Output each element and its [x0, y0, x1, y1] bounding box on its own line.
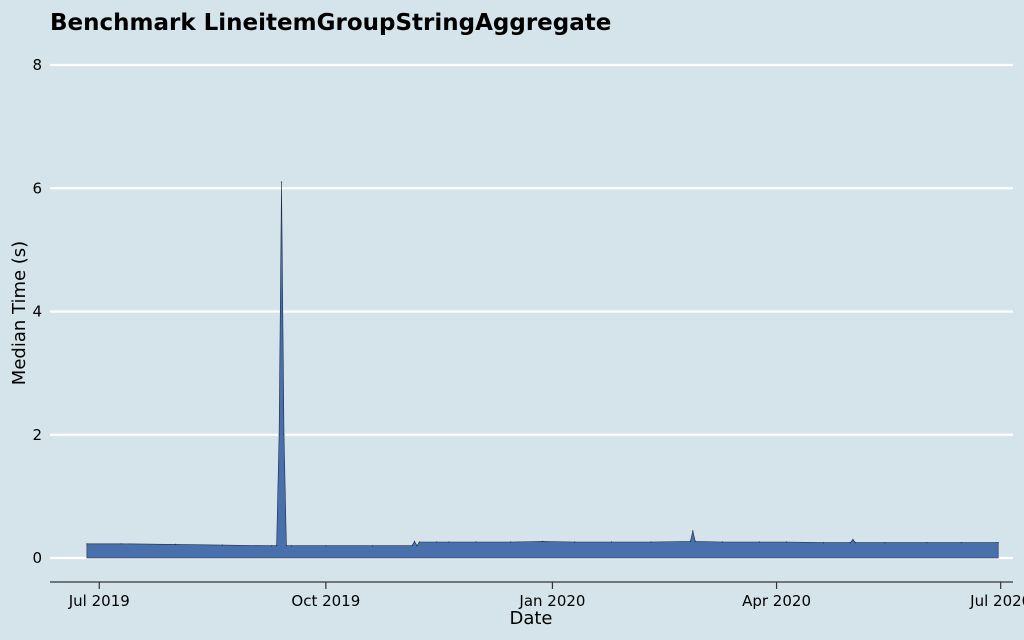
data-point: [854, 542, 857, 544]
data-point: [849, 542, 852, 544]
y-tick-label: 2: [32, 426, 42, 444]
data-point: [448, 541, 450, 543]
data-point: [290, 545, 292, 547]
y-tick-label: 6: [32, 179, 42, 197]
y-tick-label: 0: [32, 549, 42, 567]
grid-lines: [50, 63, 1013, 560]
data-point: [610, 541, 613, 543]
data-point: [285, 545, 287, 547]
plot-area: [86, 181, 999, 559]
data-point: [86, 543, 88, 545]
data-point: [574, 541, 576, 543]
data-point: [997, 542, 999, 544]
data-point: [413, 540, 416, 543]
data-point: [758, 541, 760, 543]
data-point: [692, 530, 694, 532]
data-point: [175, 543, 177, 546]
x-tick-label: Apr 2020: [742, 592, 811, 610]
data-point: [884, 542, 886, 544]
data-point: [416, 545, 418, 547]
y-axis-label: Median Time (s): [9, 241, 30, 385]
data-point: [822, 542, 825, 544]
data-point: [689, 540, 692, 543]
data-point: [510, 541, 512, 543]
data-point: [221, 544, 223, 546]
data-point: [785, 541, 788, 543]
x-axis-label: Date: [509, 608, 552, 629]
data-point: [278, 434, 280, 436]
y-tick-label: 4: [32, 303, 42, 321]
y-tick-labels: 0 2 4 6 8: [32, 56, 42, 567]
x-ticks: Jul 2019 Oct 2019 Jan 2020 Apr 2020 Jul 2020: [68, 582, 1024, 610]
data-point: [271, 545, 273, 547]
data-point: [276, 545, 278, 547]
data-point: [411, 545, 413, 547]
x-tick-label: Jul 2019: [68, 592, 130, 610]
x-tick-label: Jan 2020: [518, 592, 585, 610]
x-tick-label: Jul 2020: [969, 592, 1024, 610]
chart-title: Benchmark LineitemGroupStringAggregate: [50, 10, 611, 36]
data-point: [325, 545, 327, 547]
data-point: [852, 538, 854, 541]
data-point: [721, 541, 724, 543]
data-point: [283, 434, 285, 436]
data-point: [418, 541, 420, 543]
data-point: [372, 545, 374, 547]
x-tick-label: Oct 2019: [291, 592, 360, 610]
data-point: [542, 540, 544, 543]
series-area: [86, 181, 999, 559]
data-point: [280, 181, 283, 183]
data-point: [650, 541, 652, 543]
data-point: [960, 542, 962, 544]
y-tick-label: 8: [32, 56, 42, 74]
data-point: [436, 541, 438, 543]
data-point: [120, 543, 122, 545]
data-point: [926, 542, 928, 544]
data-point: [475, 541, 477, 543]
data-point: [694, 540, 696, 543]
